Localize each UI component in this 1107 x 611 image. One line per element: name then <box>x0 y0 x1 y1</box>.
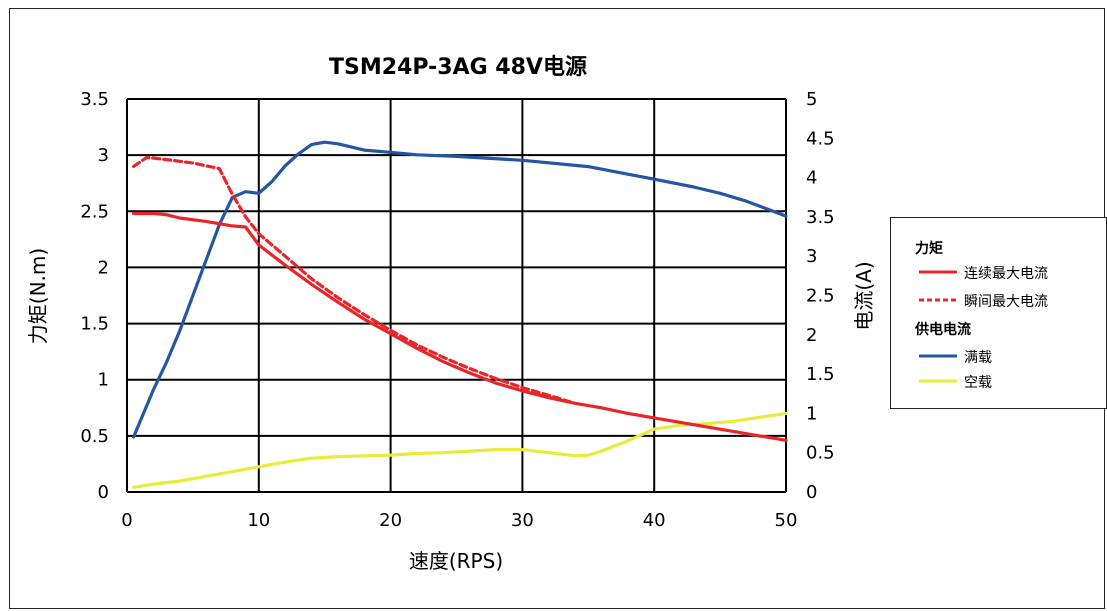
y-axis-left-label: 力矩(N.m) <box>26 248 50 344</box>
y-right-tick-label: 3 <box>806 246 817 267</box>
y-right-tick-label: 4 <box>806 168 817 189</box>
y-right-tick-label: 3.5 <box>806 207 835 228</box>
legend-swatch-fullload <box>919 351 959 361</box>
legend-item-continuous: 连续最大电流 <box>919 262 1104 282</box>
y-right-tick-label: 4.5 <box>806 128 835 149</box>
x-tick-label: 10 <box>247 510 270 531</box>
y-right-tick-label: 0.5 <box>806 443 835 464</box>
y-left-tick-label: 0.5 <box>80 426 109 447</box>
y-left-tick-label: 2 <box>98 257 109 278</box>
series-line-0 <box>134 214 786 441</box>
x-tick-label: 20 <box>379 510 402 531</box>
chart-title: TSM24P-3AG 48V电源 <box>329 55 587 80</box>
legend-label-fullload: 满载 <box>964 347 992 367</box>
y-right-tick-label: 2 <box>806 325 817 346</box>
legend-item-fullload: 满载 <box>919 346 1104 366</box>
y-right-tick-label: 1.5 <box>806 364 835 385</box>
y-left-tick-label: 2.5 <box>80 201 109 222</box>
y-axis-right-label: 电流(A) <box>852 261 876 330</box>
legend-label-noload: 空载 <box>964 372 992 392</box>
legend-label-instant: 瞬间最大电流 <box>964 291 1048 311</box>
y-right-tick-label: 2.5 <box>806 286 835 307</box>
y-left-tick-label: 1.5 <box>80 314 109 335</box>
x-tick-label: 30 <box>511 510 534 531</box>
legend-swatch-instant <box>919 295 959 305</box>
legend: 力矩 连续最大电流 瞬间最大电流 供电电流 满载 空载 <box>890 217 1107 409</box>
legend-group-torque: 力矩 <box>915 238 943 258</box>
legend-item-noload: 空载 <box>919 371 1104 391</box>
x-tick-label: 50 <box>775 510 798 531</box>
legend-item-instant: 瞬间最大电流 <box>919 290 1104 310</box>
y-left-tick-label: 3 <box>98 145 109 166</box>
y-left-tick-label: 0 <box>98 482 109 503</box>
y-left-tick-label: 1 <box>98 370 109 391</box>
y-right-tick-label: 0 <box>806 482 817 503</box>
legend-label-continuous: 连续最大电流 <box>964 263 1048 283</box>
legend-swatch-continuous <box>919 267 959 277</box>
x-tick-label: 40 <box>643 510 666 531</box>
series-line-2 <box>134 142 786 437</box>
legend-group-current: 供电电流 <box>915 319 971 339</box>
x-axis-label: 速度(RPS) <box>409 549 503 573</box>
x-tick-label: 0 <box>121 510 132 531</box>
y-left-tick-label: 3.5 <box>80 89 109 110</box>
legend-swatch-noload <box>919 376 959 386</box>
y-right-tick-label: 5 <box>806 89 817 110</box>
y-right-tick-label: 1 <box>806 403 817 424</box>
